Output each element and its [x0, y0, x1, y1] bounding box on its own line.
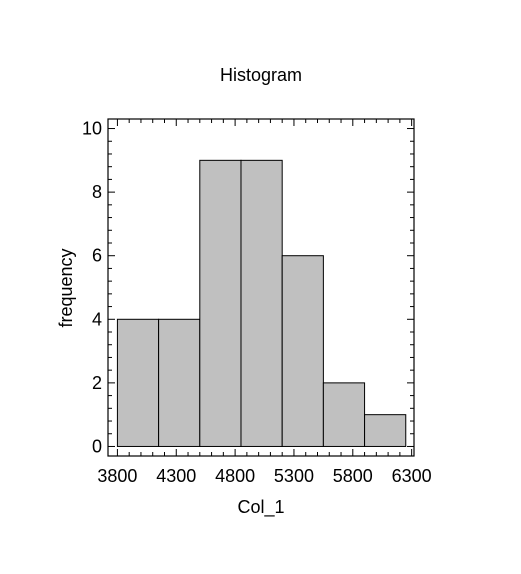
histogram-bar-5	[281, 255, 324, 447]
y-tick-label: 10	[82, 119, 102, 139]
histogram-bar-2	[158, 318, 201, 447]
y-tick-label: 2	[92, 373, 102, 393]
x-tick-label: 3800	[97, 466, 137, 486]
x-tick-label: 5300	[274, 466, 314, 486]
x-tick-label: 5800	[333, 466, 373, 486]
chart-title: Histogram	[220, 65, 302, 85]
histogram-bar-1	[116, 318, 160, 447]
histogram-bar-3	[199, 159, 242, 447]
x-axis-label: Col_1	[237, 497, 284, 518]
ticks-group	[108, 119, 414, 456]
bars-group	[116, 159, 407, 447]
histogram-bar-6	[322, 382, 366, 447]
x-tick-label: 6300	[392, 466, 432, 486]
histogram-bar-7	[364, 414, 407, 447]
y-tick-label: 6	[92, 246, 102, 266]
histogram-bar-4	[240, 159, 283, 447]
tick-labels-group: 3800 4300 4800 5300 5800 6300 0 2 4 6 8 10	[82, 119, 432, 486]
plot-frame	[107, 118, 415, 457]
x-tick-label: 4800	[215, 466, 255, 486]
y-axis-label: frequency	[56, 248, 76, 327]
y-tick-label: 0	[92, 436, 102, 456]
y-tick-label: 8	[92, 182, 102, 202]
y-tick-label: 4	[92, 309, 102, 329]
x-tick-label: 4300	[156, 466, 196, 486]
